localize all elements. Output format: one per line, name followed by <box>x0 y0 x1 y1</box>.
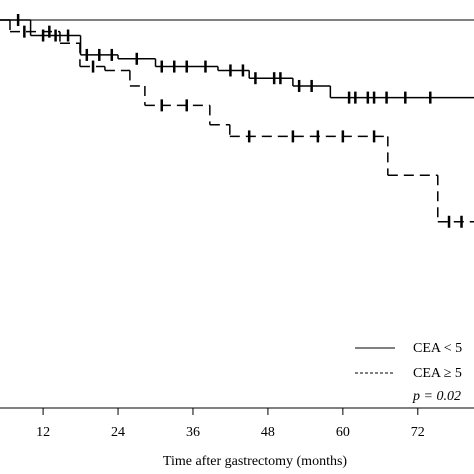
x-tick-label: 72 <box>411 425 425 440</box>
x-tick-label: 36 <box>186 425 200 440</box>
legend-label: CEA < 5 <box>413 341 462 356</box>
legend-label: CEA ≥ 5 <box>413 366 462 381</box>
p-value: p = 0.02 <box>412 389 461 404</box>
x-tick-label: 24 <box>111 425 125 440</box>
x-axis-label: Time after gastrectomy (months) <box>163 454 348 469</box>
x-tick-label: 12 <box>36 425 50 440</box>
x-tick-label: 48 <box>261 425 275 440</box>
x-tick-label: 60 <box>336 425 350 440</box>
